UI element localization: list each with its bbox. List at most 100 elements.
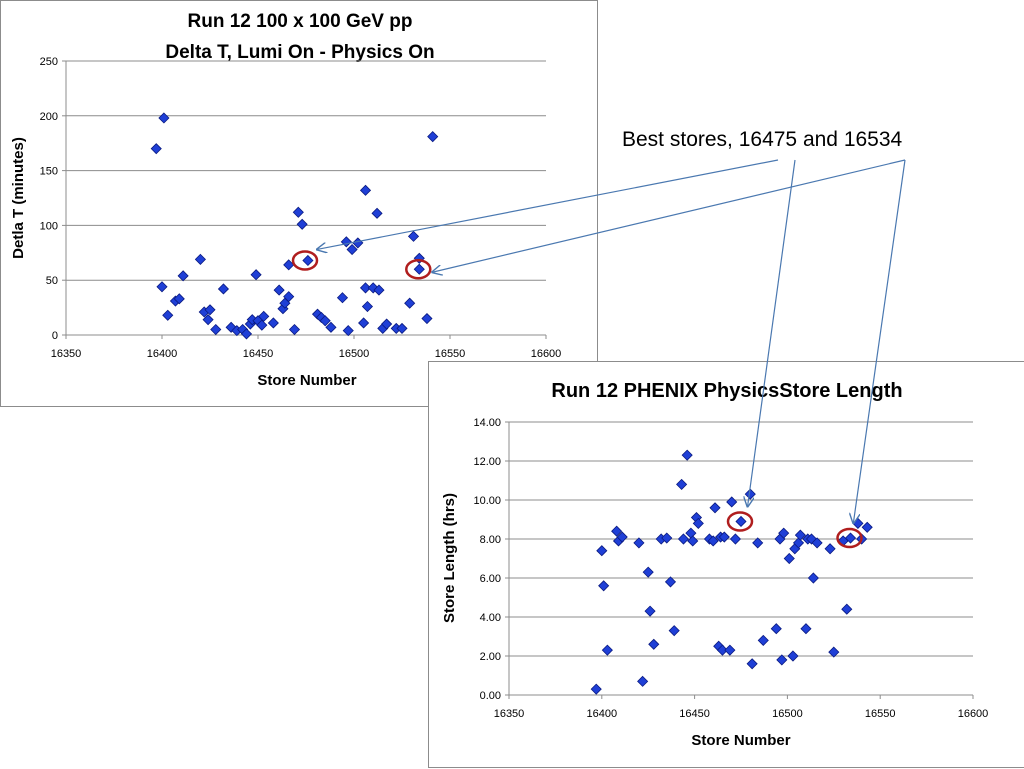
x-tick-label: 16400 [587,708,618,720]
data-point [611,525,623,537]
chart1-highlight-circles [291,250,432,280]
data-point [644,605,656,617]
chart2-y-tick-labels: 0.00 2.00 4.00 6.00 8.00 10.00 12.00 14.00 [473,417,501,702]
data-point [792,537,805,549]
chart1-axes [62,60,547,339]
data-point [828,646,840,658]
data-point [371,207,383,219]
chart1-title-line1: Run 12 100 x 100 GeV pp [188,11,413,32]
data-point [404,297,416,309]
store-length-chart: Run 12 PHENIX PhysicsStore Length 16350 1… [441,380,989,749]
data-point [288,323,301,336]
data-point [668,625,680,637]
data-point [210,323,222,336]
y-tick-label: 100 [40,220,58,232]
chart2-gridlines [509,421,973,657]
chart1-y-tick-labels: 0 50 100 150 200 250 [40,56,58,342]
data-point [841,603,853,615]
x-tick-label: 16600 [531,348,562,360]
data-point [664,576,677,588]
chart1-x-tick-labels: 16350 16400 16450 16500 16550 16600 [51,348,562,360]
data-point [396,322,408,334]
data-point [590,683,602,695]
x-tick-label: 16450 [243,348,274,360]
data-point [359,184,372,196]
chart2-title: Run 12 PHENIX PhysicsStore Length [551,380,902,402]
data-point [158,112,170,124]
data-point [194,253,206,265]
chart1-y-axis-label: Detla T (minutes) [10,137,27,259]
data-point [283,291,295,303]
data-point [770,623,782,635]
data-point [325,321,337,333]
highlight-circle [836,527,863,549]
data-point [746,658,758,670]
data-point [692,517,704,529]
data-point [217,283,230,295]
data-point [413,263,425,275]
data-point [861,521,873,533]
y-tick-label: 10.00 [473,495,501,507]
data-point [735,515,747,528]
data-point [776,654,788,666]
x-tick-label: 16350 [51,348,82,360]
data-point [601,644,613,656]
data-point [783,552,795,565]
data-point [292,206,304,218]
data-point [358,317,370,329]
y-tick-label: 8.00 [480,534,501,546]
data-point [596,545,608,557]
data-point [681,449,693,461]
data-point [359,282,372,294]
y-tick-label: 0.00 [480,690,501,702]
highlight-circle [726,511,754,532]
data-point [633,537,645,549]
data-point [687,535,699,547]
x-tick-label: 16550 [435,348,466,360]
data-point [844,532,857,544]
y-tick-label: 12.00 [473,456,501,468]
x-tick-label: 16400 [147,348,178,360]
y-tick-label: 200 [40,111,58,123]
y-tick-label: 250 [40,56,58,68]
data-point [709,502,721,514]
data-point [729,533,741,545]
data-point [752,537,764,549]
best-stores-annotation: Best stores, 16475 and 16534 [622,128,903,151]
data-point [616,531,628,543]
data-point [361,300,374,313]
data-point [267,317,279,329]
data-point [642,566,654,578]
data-point [204,304,216,316]
chart1-gridlines [66,60,546,281]
data-point [258,310,270,322]
data-point [824,543,836,555]
data-point [726,496,738,508]
chart2-x-tick-labels: 16350 16400 16450 16500 16550 16600 [494,708,989,720]
chart1-title-line2: Delta T, Lumi On - Physics On [165,42,434,63]
data-point [177,270,189,282]
data-point [598,580,610,592]
chart2-axes [505,421,974,699]
data-point [156,281,168,293]
data-point [794,529,806,541]
data-point [340,236,352,248]
data-point [150,143,162,155]
chart1-data-points [150,112,439,340]
y-tick-label: 50 [46,275,58,287]
data-point [685,527,697,539]
data-point [273,284,285,296]
highlight-circle [291,250,319,271]
data-point [744,488,756,500]
y-tick-label: 4.00 [480,612,501,624]
x-tick-label: 16600 [958,708,989,720]
x-tick-label: 16500 [339,348,370,360]
data-point [319,315,331,327]
delta-t-chart-panel: Run 12 100 x 100 GeV pp Delta T, Lumi On… [0,0,598,407]
data-point [637,675,649,687]
store-length-chart-panel: Run 12 PHENIX PhysicsStore Length 16350 1… [428,361,1024,768]
data-point [811,537,823,549]
data-point [373,284,385,296]
data-point [718,531,730,543]
data-point [407,230,420,242]
